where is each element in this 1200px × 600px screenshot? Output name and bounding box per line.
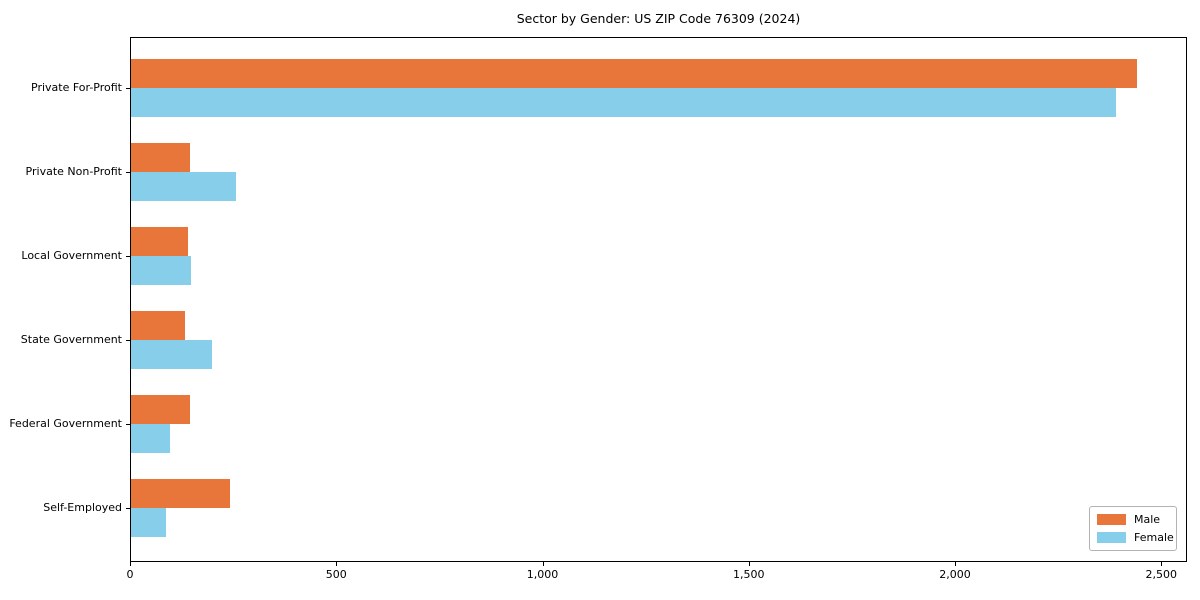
legend-label: Female [1134,530,1174,544]
x-tick-mark [1161,562,1163,566]
x-tick-label: 1,000 [526,568,559,581]
bar-female-private-for-profit [131,88,1116,117]
legend-item-male: Male [1097,512,1169,527]
x-tick-mark [955,562,956,566]
x-tick-label: 500 [325,568,347,581]
x-tick-mark [542,562,544,566]
y-tick-label: Federal Government [9,417,122,430]
legend-item-female: Female [1097,530,1174,545]
bar-female-private-non-profit [131,172,236,201]
plot-area [130,37,1187,562]
y-tick-label: Local Government [21,249,122,262]
x-tick-mark [130,562,131,566]
x-tick-label: 2,000 [939,568,971,581]
y-tick-mark [126,88,130,89]
bar-male-federal-government [131,395,191,424]
y-tick-mark [126,424,130,425]
bar-female-state-government [131,340,212,369]
y-tick-label: Private For-Profit [31,81,122,94]
x-tick-mark [748,562,750,566]
legend-label: Male [1134,513,1161,527]
x-tick-mark [336,562,338,566]
x-tick-label: 1,500 [733,568,765,581]
legend: Male Female [1089,506,1177,551]
bar-male-private-non-profit [131,143,190,172]
y-tick-label: State Government [20,333,122,346]
chart-title: Sector by Gender: US ZIP Code 76309 (202… [516,11,801,26]
bar-male-local-government [131,227,188,256]
x-tick-label: 2,500 [1145,568,1178,581]
y-tick-mark [126,256,130,257]
x-tick-label: 0 [126,568,134,581]
bar-male-self-employed [131,479,230,508]
y-tick-mark [126,508,130,509]
bar-male-state-government [131,311,185,340]
bar-female-federal-government [131,424,171,453]
y-tick-mark [126,340,130,341]
y-tick-mark [126,172,130,173]
legend-swatch-female [1097,531,1126,543]
bar-male-private-for-profit [131,59,1137,88]
bar-female-self-employed [131,508,166,537]
legend-swatch-male [1097,514,1126,526]
y-tick-label: Private Non-Profit [25,165,122,178]
bar-female-local-government [131,256,192,285]
y-tick-label: Self-Employed [43,501,122,514]
